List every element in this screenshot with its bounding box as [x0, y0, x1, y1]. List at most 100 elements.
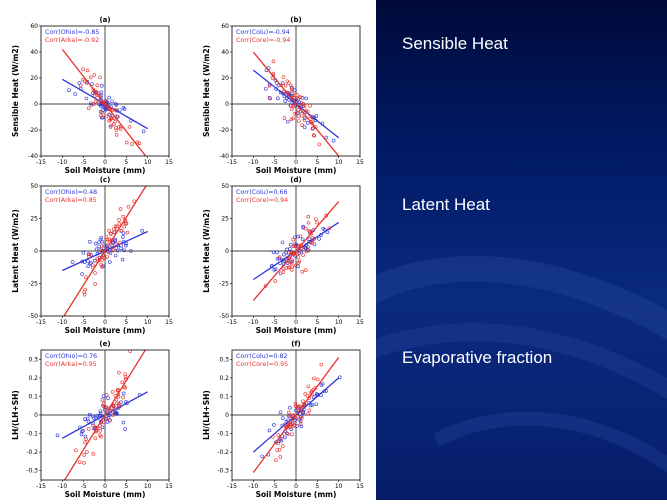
data-point: [296, 119, 301, 123]
data-point: [85, 68, 90, 73]
data-point: [55, 433, 60, 438]
data-point: [287, 250, 291, 255]
data-point: [80, 429, 84, 434]
data-point: [121, 235, 125, 239]
data-point: [300, 269, 305, 274]
data-point: [303, 268, 308, 272]
regression-line: [252, 357, 340, 473]
legend-entry: Corr(Ohio)=0.48: [45, 189, 97, 196]
x-tick-label: 15: [165, 483, 173, 490]
x-tick-label: 0: [294, 159, 298, 166]
data-point: [92, 258, 97, 263]
data-point: [105, 104, 109, 109]
data-point: [98, 75, 102, 80]
data-point: [98, 428, 103, 433]
data-point: [284, 250, 289, 255]
y-tick-label: 60: [221, 23, 229, 30]
data-point: [114, 108, 119, 113]
y-tick-label: 50: [30, 183, 38, 190]
panel-title: (c): [100, 176, 111, 184]
data-point: [300, 409, 305, 413]
x-tick-label: 5: [124, 159, 128, 166]
x-tick-label: -15: [36, 159, 46, 166]
data-point: [299, 243, 304, 247]
data-point: [81, 250, 86, 255]
panel-title: (a): [99, 16, 110, 24]
legend-entry: Corr(Arka)=-0.92: [45, 37, 99, 44]
data-point: [304, 96, 308, 101]
swirl-decoration: [376, 255, 667, 473]
data-point: [296, 261, 301, 265]
x-tick-label: -10: [57, 319, 67, 326]
data-point: [135, 140, 140, 145]
x-tick-label: -15: [227, 159, 237, 166]
data-point: [121, 105, 126, 110]
data-point: [104, 393, 109, 397]
data-point: [82, 461, 86, 465]
data-point: [319, 362, 324, 367]
data-point: [100, 83, 104, 88]
data-point: [293, 401, 298, 406]
sensible-heat-label: Sensible Heat: [402, 34, 508, 53]
regression-line: [252, 51, 340, 156]
data-point: [304, 109, 308, 113]
data-point: [80, 272, 84, 276]
x-tick-label: -15: [227, 483, 237, 490]
data-point: [291, 104, 296, 109]
data-point: [312, 237, 317, 241]
data-point: [113, 237, 118, 242]
x-tick-label: -5: [272, 319, 278, 326]
data-point: [289, 117, 294, 122]
data-point: [118, 404, 122, 409]
x-tick-label: -15: [36, 483, 46, 490]
data-point: [120, 257, 125, 262]
data-point: [93, 282, 97, 286]
data-point: [308, 103, 312, 108]
data-point: [314, 402, 319, 407]
data-point: [302, 125, 307, 129]
y-tick-label: 40: [30, 49, 38, 56]
data-point: [112, 122, 116, 127]
data-point: [104, 234, 108, 239]
data-point: [276, 441, 280, 446]
data-point: [105, 238, 110, 242]
data-point: [285, 91, 289, 95]
y-axis-label: Latent Heat (W/m2): [11, 209, 20, 293]
data-point: [81, 429, 85, 433]
regression-line: [63, 350, 147, 480]
data-point: [305, 393, 310, 398]
data-point: [123, 375, 128, 379]
data-point: [301, 399, 305, 404]
y-tick-label: -0.2: [26, 449, 38, 456]
data-point: [98, 409, 103, 413]
data-point: [93, 99, 98, 104]
data-point: [298, 234, 303, 239]
data-point: [301, 253, 305, 257]
data-point: [268, 96, 272, 101]
data-point: [101, 394, 106, 399]
data-point: [296, 248, 301, 253]
y-tick-label: -20: [219, 127, 229, 134]
data-point: [267, 428, 272, 433]
data-layer: [55, 350, 148, 480]
data-point: [283, 99, 287, 103]
data-point: [110, 99, 114, 104]
slide-background: Sensible Heat Latent Heat Evaporative fr…: [376, 0, 667, 500]
data-point: [84, 275, 88, 280]
y-tick-label: 25: [221, 216, 229, 223]
data-point: [97, 244, 101, 249]
data-point: [305, 121, 310, 125]
data-point: [314, 114, 319, 118]
data-point: [90, 82, 94, 87]
data-point: [301, 104, 306, 108]
panel-title: (e): [99, 340, 110, 348]
data-point: [91, 423, 95, 428]
data-point: [296, 406, 301, 410]
data-point: [302, 116, 307, 120]
panel-title: (b): [290, 16, 301, 24]
data-point: [282, 116, 287, 120]
data-point: [85, 450, 89, 454]
data-point: [123, 386, 128, 390]
